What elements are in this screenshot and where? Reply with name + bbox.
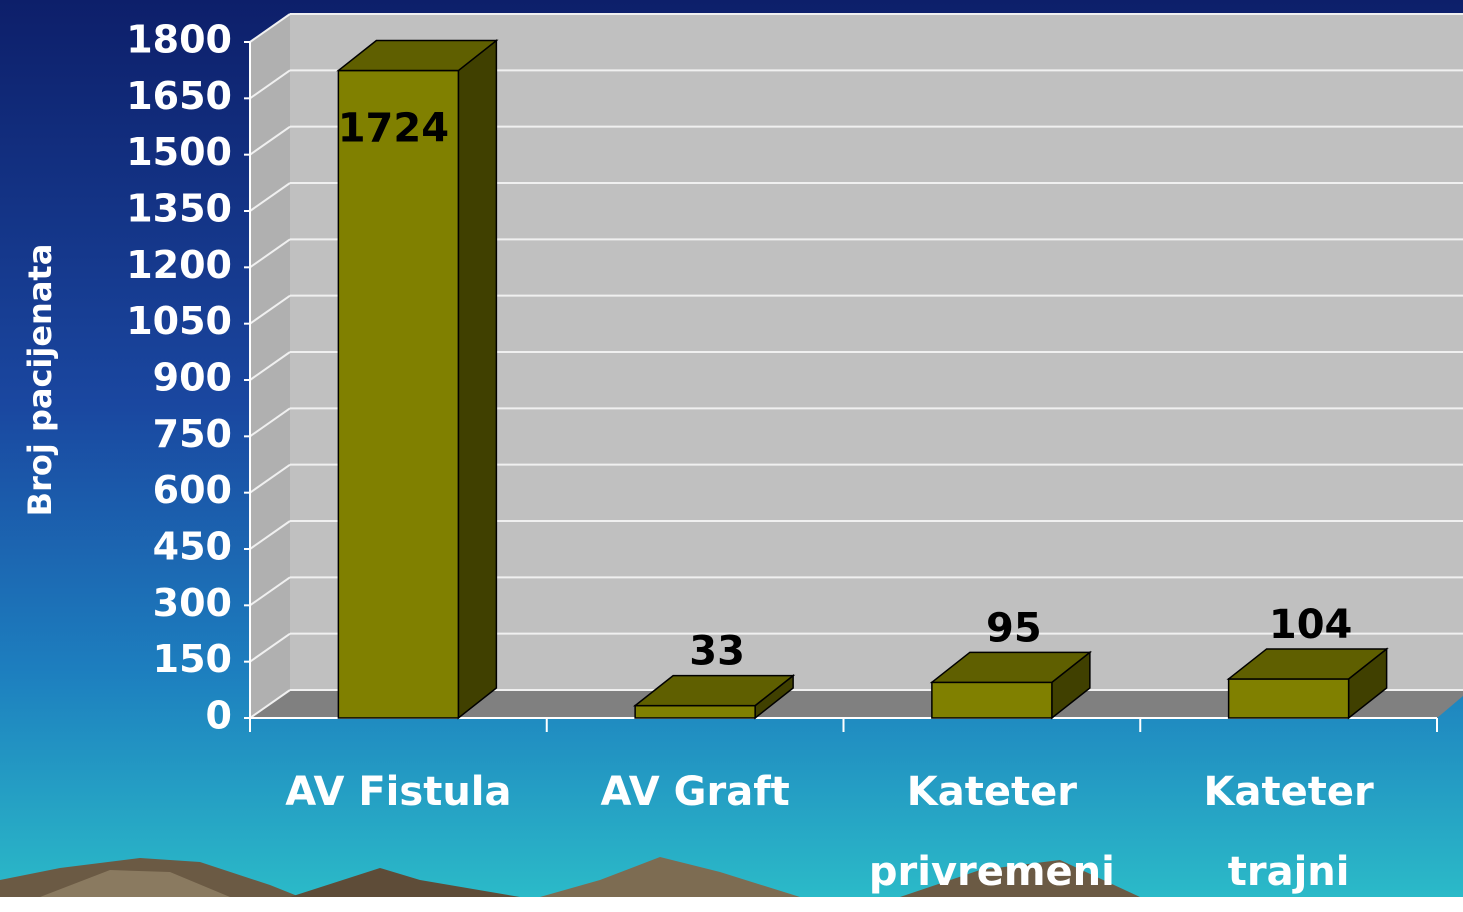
grid-line — [249, 407, 291, 438]
y-tick-label: 150 — [153, 637, 232, 681]
mountain — [290, 868, 520, 897]
grid-line — [249, 69, 291, 100]
bar — [931, 681, 1053, 719]
y-tick-label: 600 — [153, 468, 232, 512]
x-tick-label: AV Graft — [600, 769, 790, 815]
mountains — [0, 857, 1140, 897]
y-tick-label: 1500 — [126, 130, 232, 174]
y-tick-label: 1650 — [126, 74, 232, 118]
bar-side — [457, 38, 498, 720]
y-axis-title: Broj pacijenata — [21, 244, 59, 517]
mountain — [540, 857, 800, 897]
y-tick-label: 1350 — [126, 187, 232, 231]
grid-line — [249, 294, 291, 325]
y-tick-label: 750 — [153, 412, 232, 456]
value-label: 33 — [689, 629, 745, 675]
floor — [250, 690, 1463, 718]
grid-line — [249, 463, 291, 494]
bar-top — [929, 651, 1093, 684]
y-tick-label: 1200 — [126, 243, 232, 287]
y-tick-label: 300 — [153, 581, 232, 625]
grid-line — [249, 689, 291, 719]
x-tick-label: AV Fistula — [285, 769, 512, 815]
bar — [337, 69, 460, 719]
x-tick-label: Kateter privremeni — [868, 769, 1115, 895]
y-tick-label: 1800 — [126, 18, 232, 62]
grid-line — [249, 238, 291, 269]
y-tick-label: 900 — [153, 356, 232, 400]
grid-line — [249, 520, 291, 550]
grid-line — [249, 125, 291, 156]
grid-line — [249, 632, 291, 663]
mountain — [900, 860, 1140, 897]
grid-line — [249, 182, 291, 212]
bar — [634, 704, 756, 719]
bar-top — [1226, 648, 1389, 680]
value-label: 1724 — [338, 106, 449, 152]
grid-line — [249, 351, 291, 381]
bar-top — [632, 674, 796, 707]
x-tick-label: Kateter trajni — [1203, 769, 1374, 895]
y-tick-label: 1050 — [126, 299, 232, 343]
grid-line — [249, 13, 291, 43]
bar — [1227, 678, 1350, 719]
y-tick-label: 0 — [206, 694, 232, 738]
y-tick-label: 450 — [153, 525, 232, 569]
bar-top — [336, 39, 499, 72]
grid-line — [249, 576, 291, 607]
value-label: 95 — [986, 605, 1042, 651]
mountain — [40, 870, 230, 897]
value-label: 104 — [1269, 602, 1353, 648]
